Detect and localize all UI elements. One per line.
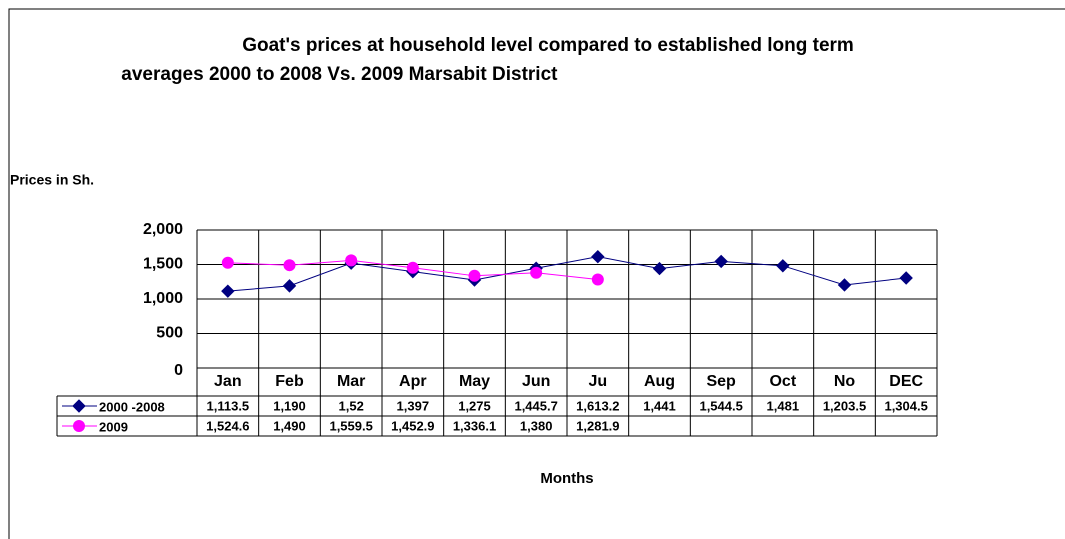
data-point xyxy=(468,269,481,282)
table-value: 1,397 xyxy=(397,398,430,413)
data-point xyxy=(283,259,296,272)
table-value: 1,452.9 xyxy=(391,418,434,433)
data-point xyxy=(652,261,667,276)
y-tick-label: 500 xyxy=(156,325,183,342)
table-value: 1,490 xyxy=(273,418,306,433)
table-value: 1,203.5 xyxy=(823,398,866,413)
table-value: 1,559.5 xyxy=(329,418,372,433)
y-tick-label: 1,000 xyxy=(143,290,183,307)
data-point xyxy=(591,273,604,286)
x-tick-label: Jan xyxy=(214,373,242,390)
table-value: 1,544.5 xyxy=(699,398,742,413)
table-value: 1,441 xyxy=(643,398,676,413)
y-tick-label: 1,500 xyxy=(143,256,183,273)
x-tick-label: Oct xyxy=(769,373,796,390)
data-point xyxy=(345,254,358,267)
table-value: 1,304.5 xyxy=(884,398,927,413)
data-point xyxy=(406,261,419,274)
x-tick-label: Mar xyxy=(337,373,365,390)
legend-label: 2000 -2008 xyxy=(99,399,165,414)
table-value: 1,113.5 xyxy=(207,398,250,413)
table-value: 1,336.1 xyxy=(453,418,496,433)
x-tick-label: Sep xyxy=(706,373,736,390)
x-tick-label: Feb xyxy=(275,373,304,390)
x-tick-label: DEC xyxy=(889,373,923,390)
data-point xyxy=(221,256,234,269)
x-tick-label: Ju xyxy=(588,373,607,390)
data-point xyxy=(221,284,235,298)
table-value: 1,524.6 xyxy=(206,418,249,433)
chart-frame xyxy=(8,8,1065,539)
y-tick-label: 2,000 xyxy=(143,221,183,238)
table-value: 1,445.7 xyxy=(514,398,557,413)
table-value: 1,380 xyxy=(520,418,553,433)
x-tick-label: May xyxy=(459,373,490,390)
table-value: 1,281.9 xyxy=(576,418,619,433)
data-point xyxy=(899,271,913,285)
data-point xyxy=(776,259,790,273)
x-axis-label: Months xyxy=(540,470,593,487)
x-tick-label: Jun xyxy=(522,373,550,390)
data-point xyxy=(837,278,852,292)
table-value: 1,613.2 xyxy=(576,398,619,413)
y-tick-label: 0 xyxy=(174,362,183,379)
x-tick-label: Aug xyxy=(644,373,675,390)
table-value: 1,190 xyxy=(273,398,306,413)
y-axis-label: Prices in Sh. xyxy=(10,172,94,188)
data-point xyxy=(282,279,297,293)
legend-marker xyxy=(73,420,85,432)
table-value: 1,52 xyxy=(339,398,364,413)
chart-title: Goat's prices at household level compare… xyxy=(242,35,854,56)
table-value: 1,275 xyxy=(458,398,491,413)
chart-title: averages 2000 to 2008 Vs. 2009 Marsabit … xyxy=(116,64,558,85)
x-tick-label: No xyxy=(834,373,856,390)
legend-label: 2009 xyxy=(99,419,128,434)
table-value: 1,481 xyxy=(767,398,800,413)
x-tick-label: Apr xyxy=(399,373,427,390)
series-line xyxy=(227,256,907,292)
legend-marker xyxy=(72,399,86,413)
data-point xyxy=(591,249,605,264)
data-point xyxy=(714,254,728,269)
data-point xyxy=(530,266,543,279)
